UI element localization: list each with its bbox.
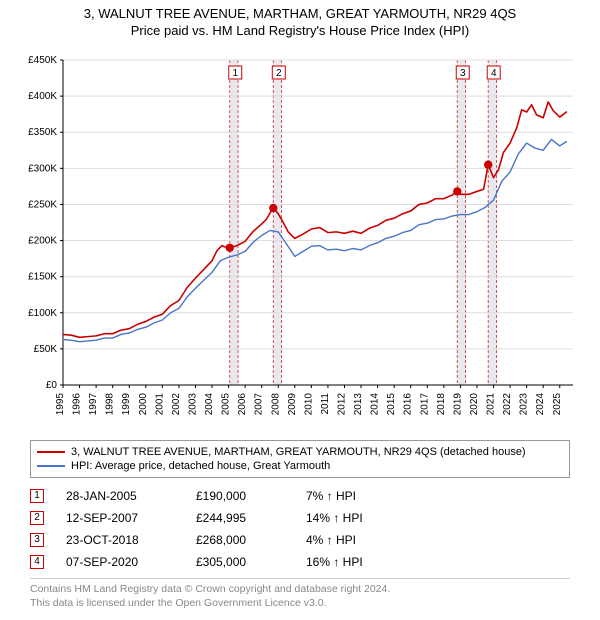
sale-number-badge: 3	[30, 533, 44, 547]
svg-text:£400K: £400K	[28, 91, 57, 102]
svg-text:2009: 2009	[287, 393, 298, 416]
svg-text:2007: 2007	[254, 393, 265, 416]
svg-text:2024: 2024	[535, 393, 546, 416]
svg-text:2010: 2010	[303, 393, 314, 416]
svg-text:3: 3	[460, 68, 466, 79]
sale-date: 23-OCT-2018	[66, 533, 196, 547]
svg-text:4: 4	[491, 68, 497, 79]
legend-swatch	[37, 451, 65, 453]
svg-text:2015: 2015	[386, 393, 397, 416]
chart-title-line1: 3, WALNUT TREE AVENUE, MARTHAM, GREAT YA…	[0, 6, 600, 21]
sale-row: 2 12-SEP-2007£244,99514% ↑ HPI	[30, 507, 570, 529]
svg-text:2003: 2003	[187, 393, 198, 416]
footer: Contains HM Land Registry data © Crown c…	[30, 578, 570, 610]
svg-text:2022: 2022	[502, 393, 513, 416]
svg-text:2001: 2001	[154, 393, 165, 416]
svg-text:2012: 2012	[336, 393, 347, 416]
svg-text:2008: 2008	[270, 393, 281, 416]
legend-label: 3, WALNUT TREE AVENUE, MARTHAM, GREAT YA…	[71, 446, 526, 458]
svg-text:£50K: £50K	[34, 344, 58, 355]
svg-text:£350K: £350K	[28, 127, 57, 138]
sale-price: £305,000	[196, 555, 306, 569]
svg-text:2019: 2019	[452, 393, 463, 416]
sales-table: 1 28-JAN-2005£190,0007% ↑ HPI 2 12-SEP-2007…	[30, 485, 570, 573]
svg-text:2025: 2025	[552, 393, 563, 416]
sale-number-badge: 2	[30, 511, 44, 525]
price-chart: £0 £50K £100K £150K £200K £250K £300K £350K £400…	[18, 50, 582, 430]
sale-pct-vs-hpi: 14% ↑ HPI	[306, 511, 386, 525]
sale-row: 3 23-OCT-2018£268,0004% ↑ HPI	[30, 529, 570, 551]
legend-row: HPI: Average price, detached house, Grea…	[37, 459, 563, 473]
svg-text:2004: 2004	[204, 393, 215, 416]
svg-text:£250K: £250K	[28, 199, 57, 210]
sale-price: £244,995	[196, 511, 306, 525]
svg-text:2014: 2014	[370, 393, 381, 416]
sale-date: 12-SEP-2007	[66, 511, 196, 525]
svg-text:1: 1	[232, 68, 238, 79]
sale-price: £268,000	[196, 533, 306, 547]
svg-text:£200K: £200K	[28, 236, 57, 247]
footer-line2: This data is licensed under the Open Gov…	[30, 597, 570, 611]
sale-number-badge: 4	[30, 555, 44, 569]
svg-text:2: 2	[276, 68, 282, 79]
svg-text:£100K: £100K	[28, 308, 57, 319]
svg-text:1997: 1997	[88, 393, 99, 416]
svg-text:2020: 2020	[469, 393, 480, 416]
sale-pct-vs-hpi: 16% ↑ HPI	[306, 555, 386, 569]
sale-row: 4 07-SEP-2020£305,00016% ↑ HPI	[30, 551, 570, 573]
svg-text:2017: 2017	[419, 393, 430, 416]
svg-text:1998: 1998	[105, 393, 116, 416]
sale-date: 07-SEP-2020	[66, 555, 196, 569]
svg-text:2005: 2005	[221, 393, 232, 416]
sale-number-badge: 1	[30, 489, 44, 503]
svg-text:2011: 2011	[320, 393, 331, 415]
svg-text:2018: 2018	[436, 393, 447, 416]
chart-title-line2: Price paid vs. HM Land Registry's House …	[0, 23, 600, 38]
svg-text:£450K: £450K	[28, 55, 57, 66]
svg-text:2013: 2013	[353, 393, 364, 416]
legend-row: 3, WALNUT TREE AVENUE, MARTHAM, GREAT YA…	[37, 445, 563, 459]
legend: 3, WALNUT TREE AVENUE, MARTHAM, GREAT YA…	[30, 440, 570, 478]
svg-text:2023: 2023	[519, 393, 530, 416]
svg-text:1996: 1996	[72, 393, 83, 416]
svg-text:2002: 2002	[171, 393, 182, 416]
sale-pct-vs-hpi: 7% ↑ HPI	[306, 489, 386, 503]
svg-text:2016: 2016	[403, 393, 414, 416]
svg-text:1995: 1995	[55, 393, 66, 416]
svg-text:£0: £0	[46, 380, 58, 391]
sale-row: 1 28-JAN-2005£190,0007% ↑ HPI	[30, 485, 570, 507]
legend-swatch	[37, 465, 65, 467]
sale-price: £190,000	[196, 489, 306, 503]
svg-text:2006: 2006	[237, 393, 248, 416]
svg-text:2021: 2021	[486, 393, 497, 416]
sale-date: 28-JAN-2005	[66, 489, 196, 503]
footer-line1: Contains HM Land Registry data © Crown c…	[30, 583, 570, 597]
svg-text:£300K: £300K	[28, 163, 57, 174]
svg-text:2000: 2000	[138, 393, 149, 416]
svg-text:£150K: £150K	[28, 272, 57, 283]
legend-label: HPI: Average price, detached house, Grea…	[71, 460, 330, 472]
svg-text:1999: 1999	[121, 393, 132, 416]
chart-title-block: 3, WALNUT TREE AVENUE, MARTHAM, GREAT YA…	[0, 0, 600, 38]
sale-pct-vs-hpi: 4% ↑ HPI	[306, 533, 386, 547]
